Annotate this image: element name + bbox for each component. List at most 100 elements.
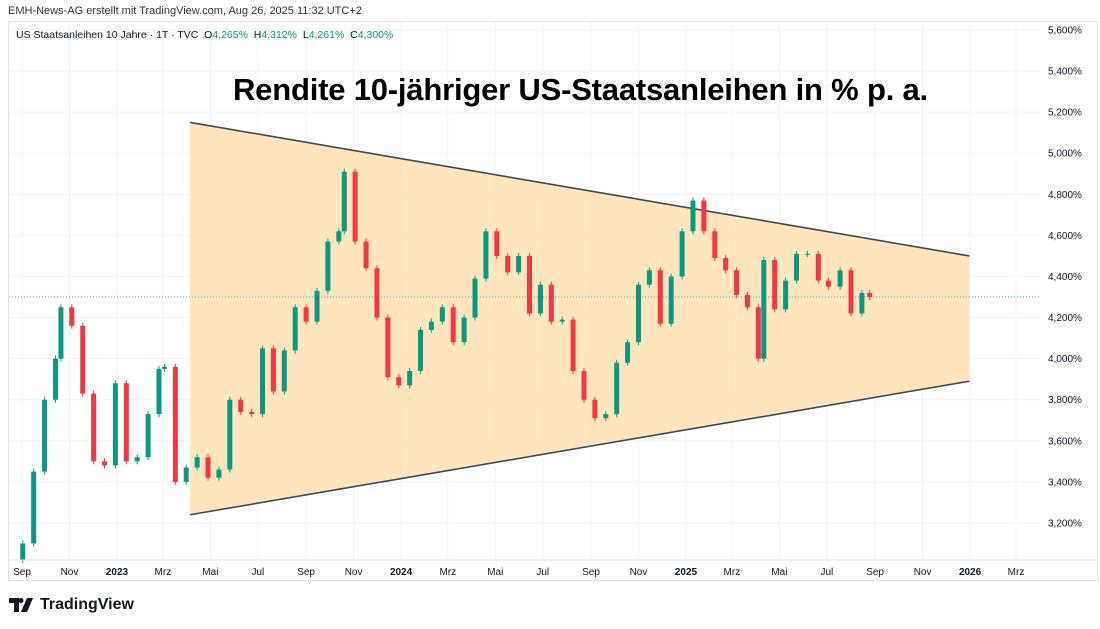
candle-body: [505, 255, 511, 273]
candle-body: [205, 457, 211, 478]
candle-body: [755, 307, 761, 359]
candle-body: [646, 270, 652, 285]
y-axis-tick-label: 3,800%: [1048, 395, 1082, 406]
candle-body: [260, 348, 266, 415]
candle-body: [548, 284, 554, 322]
candle-body: [723, 257, 729, 271]
candle-body: [183, 467, 189, 482]
candle-body: [614, 362, 620, 415]
candle-body: [336, 231, 342, 242]
y-axis-tick-label: 5,400%: [1048, 67, 1082, 78]
x-axis-tick-label: 2026: [959, 567, 982, 578]
candle-body: [238, 399, 244, 413]
candle-body: [527, 255, 533, 314]
candle-body: [42, 399, 48, 472]
candle-body: [52, 358, 58, 400]
chart-title: Rendite 10-jähriger US-Staatsanleihen in…: [233, 72, 928, 107]
candle-body: [249, 412, 255, 415]
x-axis-tick-label: Nov: [914, 567, 932, 578]
candle-body: [494, 231, 500, 256]
candle-body: [325, 241, 331, 291]
candle-body: [712, 231, 718, 258]
candle-body: [428, 321, 434, 330]
candle-body: [668, 276, 674, 324]
candle-body: [815, 253, 821, 281]
candle-body: [772, 260, 778, 310]
y-axis-tick-label: 4,600%: [1048, 231, 1082, 242]
candle-body: [859, 292, 865, 314]
candle-body: [161, 366, 167, 369]
y-axis-tick-label: 4,000%: [1048, 354, 1082, 365]
triangle-pattern-fill: [190, 122, 970, 515]
candle-body: [134, 457, 140, 462]
candle-body: [657, 270, 663, 324]
y-axis-tick-label: 3,600%: [1048, 436, 1082, 447]
candle-body: [625, 342, 631, 363]
ohlc-high: H4,312%: [253, 29, 297, 41]
candle-body: [156, 368, 162, 415]
y-axis-tick-label: 5,000%: [1048, 149, 1082, 160]
candle-body: [303, 307, 309, 322]
candle-body: [385, 317, 391, 378]
candle-body: [483, 231, 489, 279]
y-axis-tick-label: 4,200%: [1048, 313, 1082, 324]
candle-body: [450, 307, 456, 343]
x-axis-tick-label: Jul: [820, 567, 833, 578]
candle-body: [516, 255, 522, 273]
candle-body: [581, 370, 587, 400]
candle-body: [867, 292, 873, 298]
candle-body: [744, 294, 750, 308]
x-axis-tick-label: Mai: [487, 567, 503, 578]
candle-body: [314, 290, 320, 322]
x-axis-tick-label: Mrz: [155, 567, 172, 578]
x-axis-tick-label: 2025: [675, 567, 698, 578]
y-axis-tick-label: 5,200%: [1048, 108, 1082, 119]
candle-body: [352, 171, 358, 242]
candle-body: [783, 280, 789, 310]
x-axis-tick-label: Mai: [771, 567, 787, 578]
candle-body: [123, 383, 129, 462]
candle-body: [270, 348, 276, 392]
x-axis-tick-label: Sep: [866, 567, 884, 578]
x-axis-tick-label: Sep: [13, 567, 31, 578]
candle-body: [102, 461, 108, 466]
candle-body: [292, 307, 298, 351]
symbol-legend: US Staatsanleihen 10 Jahre · 1T · TVC O4…: [16, 29, 393, 41]
candle-body: [472, 278, 478, 318]
x-axis-tick-label: Jul: [251, 567, 264, 578]
candle-body: [592, 399, 598, 419]
candle-body: [570, 319, 576, 371]
x-axis-tick-label: Sep: [582, 567, 600, 578]
tradingview-logo[interactable]: TradingView: [9, 596, 134, 614]
x-axis-tick-label: Mrz: [724, 567, 741, 578]
ohlc-low: L4,261%: [302, 29, 345, 41]
chart-credit: EMH-News-AG erstellt mit TradingView.com…: [8, 5, 362, 17]
candle-body: [91, 393, 97, 462]
candle-body: [31, 471, 37, 544]
candle-body: [559, 319, 565, 322]
x-axis-tick-label: 2023: [106, 567, 129, 578]
y-axis-tick-label: 5,600%: [1048, 26, 1082, 37]
candle-body: [227, 399, 233, 470]
symbol-label: US Staatsanleihen 10 Jahre · 1T · TVC: [16, 29, 199, 41]
candle-body: [396, 377, 402, 386]
upper-trendline: [189, 121, 970, 257]
candle-body: [194, 457, 200, 468]
candle-body: [112, 383, 118, 466]
x-axis-tick-label: 2024: [390, 567, 413, 578]
x-axis-tick-label: Mrz: [1008, 567, 1025, 578]
ohlc-open: O4,265%: [204, 29, 248, 41]
candle-body: [701, 200, 707, 232]
candle-body: [216, 469, 222, 478]
candle-body: [172, 366, 178, 482]
candle-body: [281, 350, 287, 392]
candle-body: [793, 253, 799, 281]
candle-body: [363, 241, 369, 269]
candle-body: [80, 325, 86, 394]
logo-text: TradingView: [40, 596, 134, 613]
candle-body: [603, 414, 609, 419]
candle-body: [58, 307, 64, 359]
candle-body: [734, 270, 740, 295]
x-axis-tick-label: Mrz: [439, 567, 456, 578]
